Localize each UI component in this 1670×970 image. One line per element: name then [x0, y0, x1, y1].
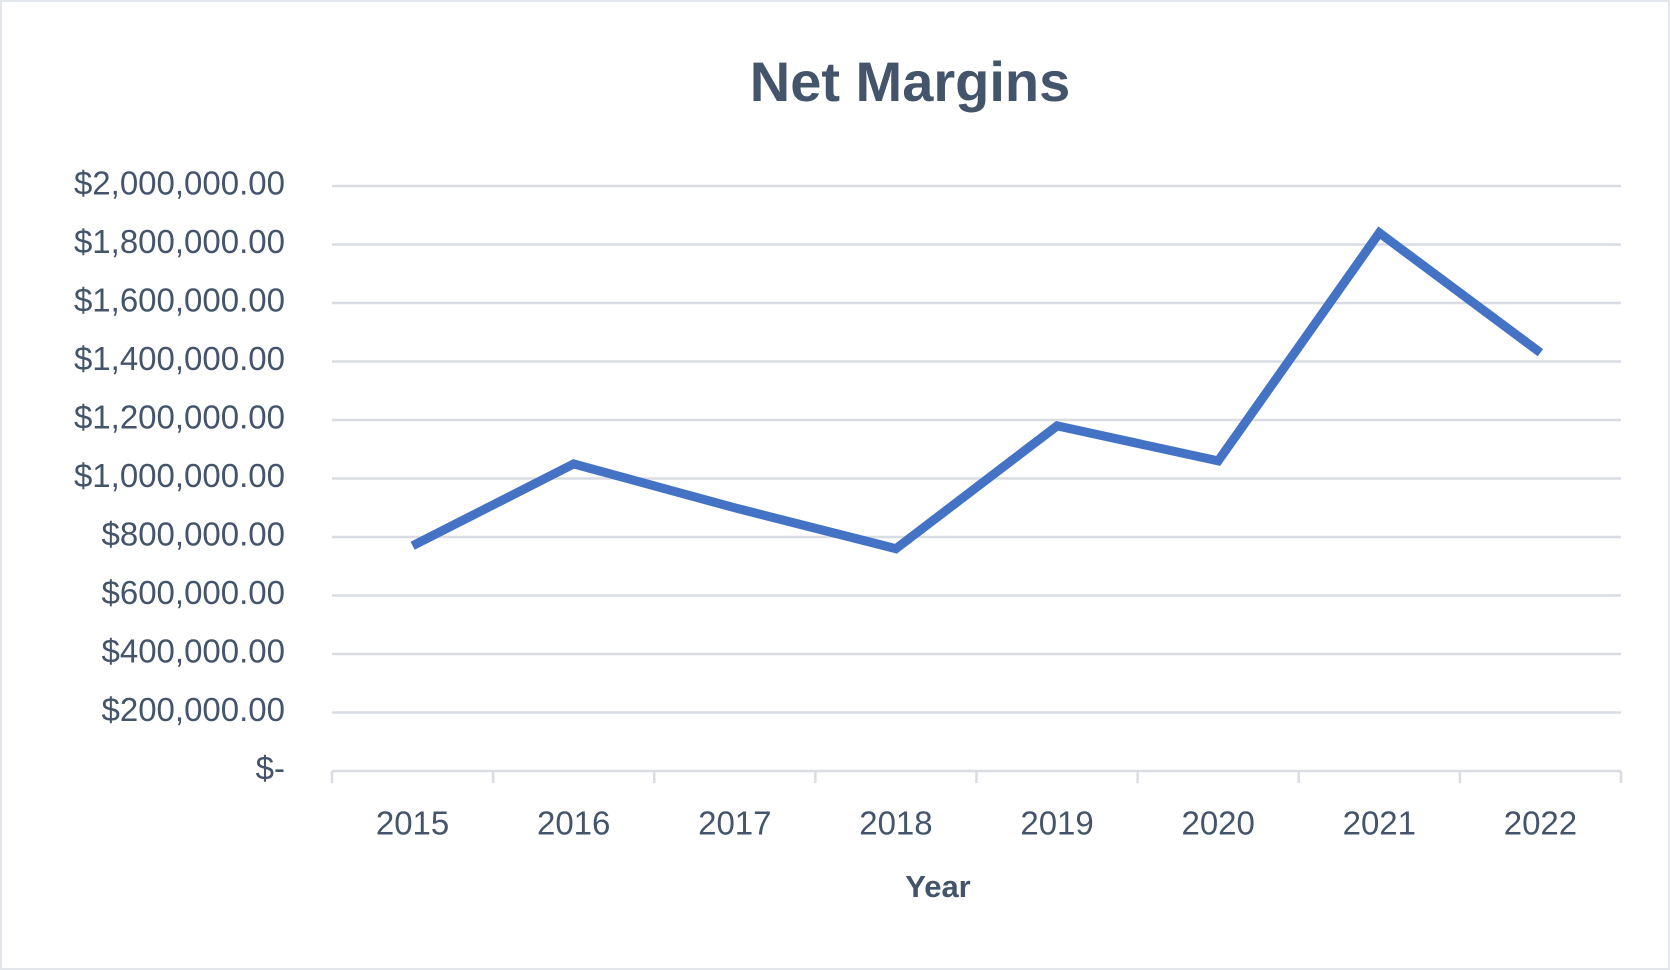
x-tick-label: 2017: [698, 805, 771, 842]
y-tick-label: $2,000,000.00: [74, 165, 285, 202]
y-tick-label: $1,800,000.00: [74, 223, 285, 260]
x-tick-label: 2021: [1343, 805, 1416, 842]
x-tick-label: 2019: [1020, 805, 1093, 842]
x-axis-title: Year: [905, 869, 971, 904]
y-tick-label: $600,000.00: [101, 574, 285, 611]
x-tick-label: 2016: [537, 805, 610, 842]
chart-title: Net Margins: [750, 50, 1071, 113]
y-tick-label: $1,200,000.00: [74, 399, 285, 436]
y-tick-label: $400,000.00: [101, 633, 285, 670]
y-tick-label: $1,600,000.00: [74, 282, 285, 319]
y-tick-label: $800,000.00: [101, 516, 285, 553]
x-tick-label: 2022: [1504, 805, 1577, 842]
y-tick-label: $1,000,000.00: [74, 457, 285, 494]
x-tick-label: 2018: [859, 805, 932, 842]
x-tick-label: 2015: [376, 805, 449, 842]
y-tick-label: $200,000.00: [101, 691, 285, 728]
y-tick-label: $-: [256, 750, 285, 787]
y-tick-label: $1,400,000.00: [74, 340, 285, 377]
data-line: [410, 226, 1544, 554]
x-tick-label: 2020: [1181, 805, 1254, 842]
